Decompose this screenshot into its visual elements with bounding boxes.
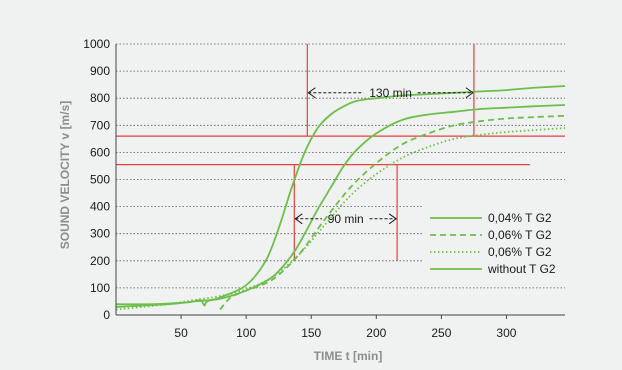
series-line-2	[219, 114, 566, 311]
arrowhead-right-icon	[388, 213, 397, 225]
y-tick-label: 1000	[83, 37, 110, 51]
grid	[116, 43, 565, 289]
y-tick-label: 800	[90, 91, 110, 105]
series-line-1	[115, 104, 566, 308]
annotation-label: 90 min	[328, 212, 364, 226]
annotations: 130 min 90 min	[294, 86, 474, 226]
reference-lines	[116, 44, 565, 261]
arrowhead-left-icon	[307, 87, 316, 99]
y-tick-label: 600	[90, 145, 110, 159]
y-tick-label: 500	[90, 173, 110, 187]
y-tick-label: 900	[90, 64, 110, 78]
arrowhead-left-icon	[294, 213, 303, 225]
x-tick-label: 300	[496, 326, 516, 340]
y-axis-title: SOUND VELOCITY v [m/s]	[58, 101, 72, 249]
x-tick-label: 150	[301, 326, 321, 340]
y-tick-label: 200	[90, 254, 110, 268]
annotation-label: 130 min	[369, 86, 412, 100]
y-tick-label: 0	[103, 308, 110, 322]
x-tick-label: 100	[236, 326, 256, 340]
arrowhead-right-icon	[465, 87, 474, 99]
x-tick-label: 200	[366, 326, 386, 340]
legend: 0,04% T G2 0,06% T G2 0,06% T G2 without T …	[424, 206, 566, 280]
legend-label: 0,06% T G2	[488, 245, 552, 259]
legend-label: without T G2	[487, 262, 556, 276]
legend-label: 0,04% T G2	[488, 211, 552, 225]
x-axis-title: TIME t [min]	[314, 349, 383, 363]
y-tick-label: 100	[90, 281, 110, 295]
annotation-2: 90 min	[294, 212, 397, 226]
x-tick-label: 250	[431, 326, 451, 340]
series-line-3	[115, 127, 566, 311]
annotation-1: 130 min	[307, 86, 474, 100]
y-tick-label: 400	[90, 200, 110, 214]
y-tick-label: 300	[90, 227, 110, 241]
x-tick-label: 50	[174, 326, 188, 340]
y-tick-label: 700	[90, 118, 110, 132]
legend-label: 0,06% T G2	[488, 228, 552, 242]
axes: 0 100 200 300 400 500 600 700 800 900 1000 50 100 150…	[83, 37, 565, 340]
